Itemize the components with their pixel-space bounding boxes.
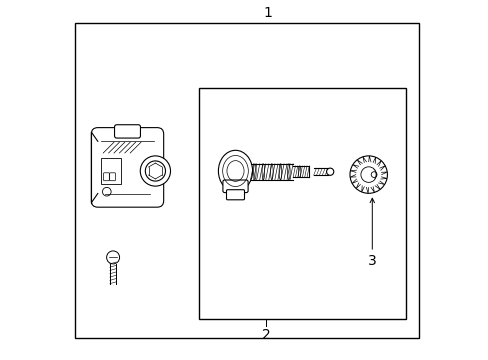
Ellipse shape xyxy=(218,150,252,192)
Bar xyxy=(101,158,121,184)
Circle shape xyxy=(349,156,386,193)
Text: 2: 2 xyxy=(261,328,270,342)
FancyBboxPatch shape xyxy=(114,125,140,138)
Circle shape xyxy=(140,156,170,186)
Text: 3: 3 xyxy=(367,254,376,268)
Bar xyxy=(75,23,418,338)
Circle shape xyxy=(326,168,333,175)
Text: 1: 1 xyxy=(263,6,272,19)
FancyBboxPatch shape xyxy=(223,180,247,193)
FancyBboxPatch shape xyxy=(226,190,244,200)
Bar xyxy=(199,88,406,319)
